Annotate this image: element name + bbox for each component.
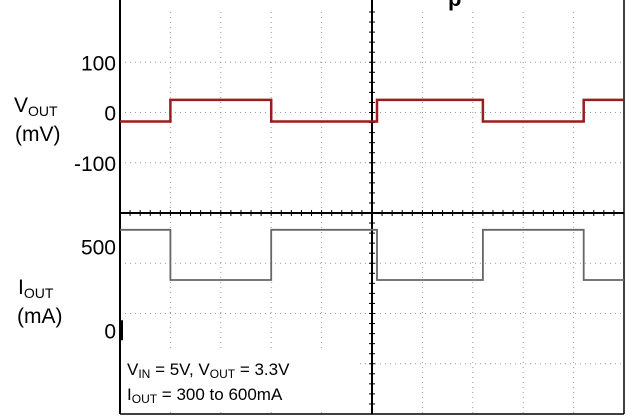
- iout-trace: [120, 228, 624, 281]
- annotation-line-1: VIN = 5V, VOUT = 3.3V: [127, 360, 290, 381]
- vout-tick-label: -100: [74, 153, 116, 176]
- vout-axis-label: VOUT: [14, 94, 58, 119]
- iout-label-sub: OUT: [24, 285, 54, 301]
- traces: [119, 98, 624, 341]
- ground-marker: [119, 320, 123, 341]
- vout-label-main: V: [14, 94, 28, 117]
- vout-tick-label: 100: [81, 52, 116, 75]
- iout-label-main: I: [18, 276, 24, 299]
- iout-axis-label: IOUT: [18, 276, 54, 301]
- vout-unit-label: (mV): [15, 123, 61, 146]
- vout-trace: [120, 98, 624, 123]
- annotation-background: [124, 352, 356, 408]
- iout-tick-label: 0: [104, 320, 116, 343]
- vout-label-sub: OUT: [28, 103, 58, 119]
- annotation-line-2: IOUT = 300 to 600mA: [127, 385, 283, 406]
- iout-unit-label: (mA): [17, 305, 63, 328]
- iout-tick-label: 500: [81, 237, 116, 260]
- grid: [119, 0, 625, 415]
- vout-tick-label: 0: [104, 103, 116, 126]
- y-tick-labels: 100 0 -100 500 0: [74, 52, 116, 343]
- title-fragment: p: [448, 0, 461, 11]
